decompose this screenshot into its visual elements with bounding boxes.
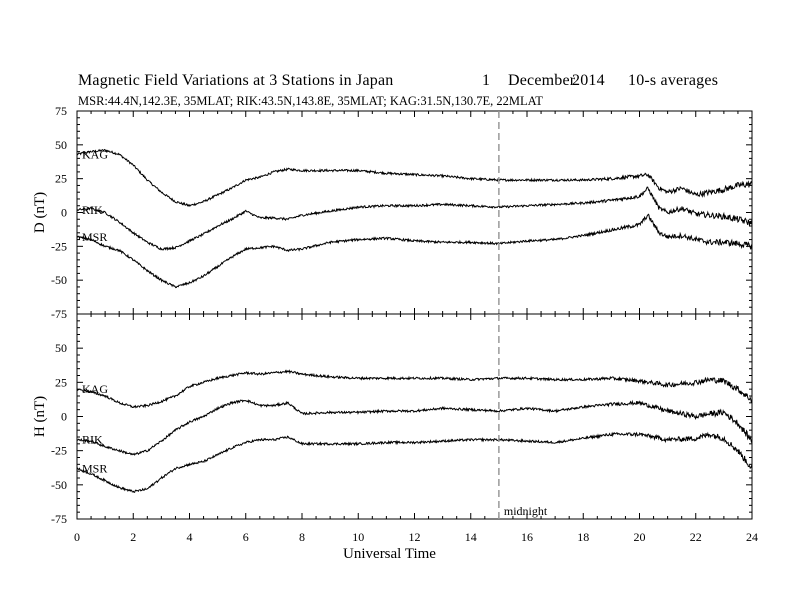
xtick-label: 14 [465,530,477,544]
top-series-label-msr: MSR [82,230,107,244]
xtick-label: 22 [690,530,702,544]
title-year: 2014 [572,72,605,89]
xtick-label: 0 [74,530,80,544]
xtick-label: 12 [409,530,421,544]
bottom-series-label-msr: MSR [82,461,107,475]
xtick-label: 24 [746,530,758,544]
bottom-ytick-label: 25 [55,375,67,389]
xtick-label: 8 [299,530,305,544]
xtick-label: 4 [187,530,193,544]
xtick-label: 10 [352,530,364,544]
top-ytick-label: -50 [51,273,67,287]
title-month: December [508,72,576,89]
bottom-ytick-label: 50 [55,341,67,355]
midnight-label: midnight [504,504,548,518]
top-ytick-label: 0 [61,206,67,220]
bottom-ytick-label: -75 [51,512,67,526]
bottom-series-label-kag: KAG [82,382,108,396]
top-ytick-label: -75 [51,307,67,321]
xlabel: Universal Time [343,546,436,562]
top-ytick-label: -25 [51,239,67,253]
top-trace-kag [76,148,753,207]
xtick-label: 16 [521,530,533,544]
bottom-ytick-label: -50 [51,478,67,492]
title-averaging: 10-s averages [628,72,719,89]
top-ytick-label: 50 [55,138,67,152]
top-trace-rik [76,186,753,251]
bottom-trace-rik [76,399,753,456]
bottom-trace-msr [76,431,753,494]
bottom-ytick-label: -25 [51,444,67,458]
bottom-ylabel: H (nT) [32,396,48,437]
station-coordinates: MSR:44.4N,142.3E, 35MLAT; RIK:43.5N,143.… [78,94,543,108]
xtick-label: 2 [130,530,136,544]
top-ylabel: D (nT) [32,192,48,233]
top-series-label-kag: KAG [82,147,108,161]
bottom-series-label-rik: RIK [82,433,103,447]
bottom-ytick-label: 0 [61,410,67,424]
top-ytick-label: 25 [55,172,67,186]
title-day: 1 [482,72,491,89]
title-text: Magnetic Field Variations at 3 Stations … [78,72,394,89]
top-series-label-rik: RIK [82,203,103,217]
xtick-label: 18 [577,530,589,544]
top-trace-msr [76,213,753,289]
xtick-label: 20 [634,530,646,544]
top-panel-frame [76,110,753,315]
top-ytick-label: 75 [55,104,67,118]
xtick-label: 6 [243,530,249,544]
bottom-panel-frame [76,313,753,520]
bottom-trace-kag [76,369,753,409]
